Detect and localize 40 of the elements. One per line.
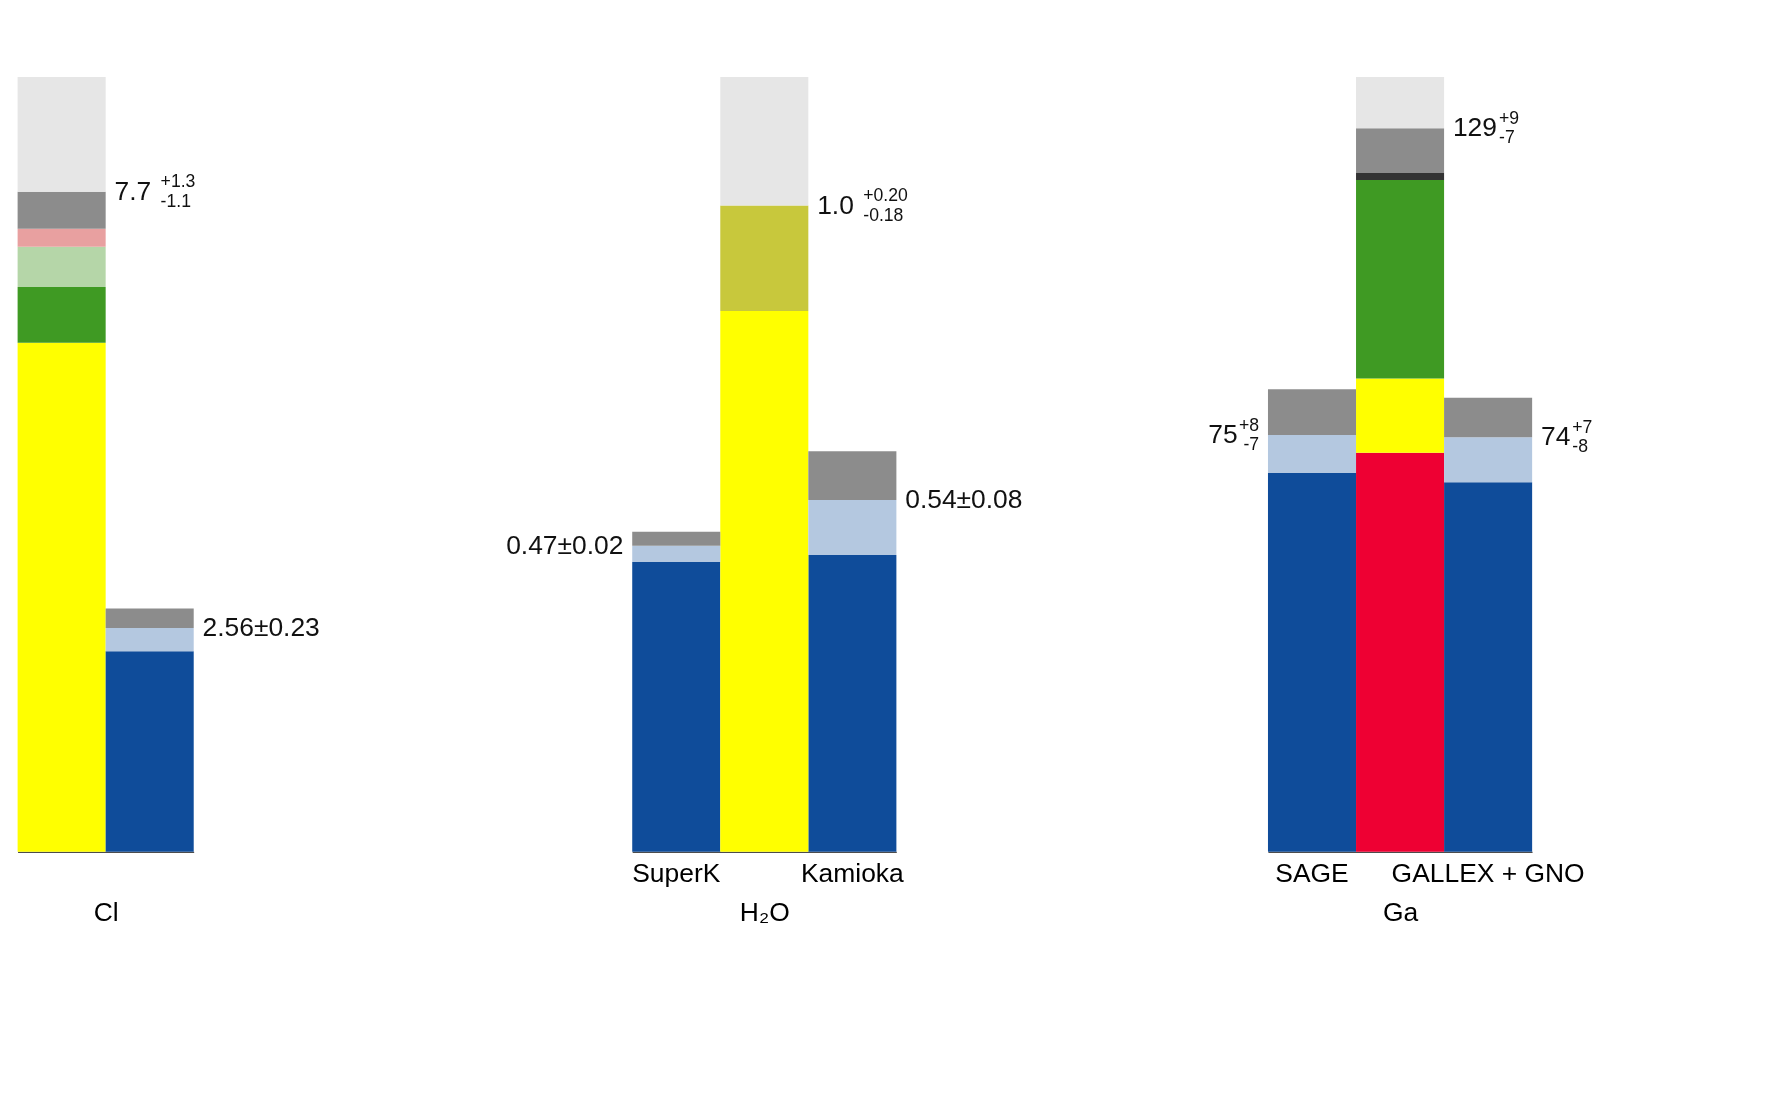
bar [1356,452,1445,852]
x-axis-title: Cl [93,896,119,927]
text: 0.47±0.02 [506,529,624,560]
bar [632,545,721,563]
bar [105,608,194,628]
bar [1267,434,1357,473]
x-tick-label: Kamioka [800,858,905,889]
bar [105,627,194,652]
bar [1444,397,1533,438]
bar [1356,378,1445,453]
x-axis-title: Ga [1382,896,1419,927]
bar [632,562,721,852]
bar [1356,128,1445,174]
bar [17,228,106,247]
bar [105,651,194,852]
bar [1267,472,1357,852]
bar [720,76,809,206]
bar [17,246,106,287]
x-tick-label: SuperK [632,858,721,889]
x-axis-title: H₂O [739,896,790,927]
bar [1444,437,1533,483]
bar [1356,173,1445,181]
text: 0.54±0.08 [905,483,1023,514]
bar [632,531,721,546]
bar [1267,389,1357,435]
text: 2.56±0.23 [202,611,320,642]
bar [1356,76,1445,129]
bar [720,311,809,852]
bar [808,451,897,501]
bar [808,555,897,852]
bar [17,286,106,343]
bar [17,191,106,229]
x-tick-label: GALLEX + GNO [1391,858,1585,889]
bar [1356,180,1445,379]
bar [720,205,809,311]
bar [808,500,897,556]
bar [17,342,106,852]
bar [1444,482,1533,852]
x-tick-label: SAGE [1275,858,1349,889]
bar [17,76,106,192]
